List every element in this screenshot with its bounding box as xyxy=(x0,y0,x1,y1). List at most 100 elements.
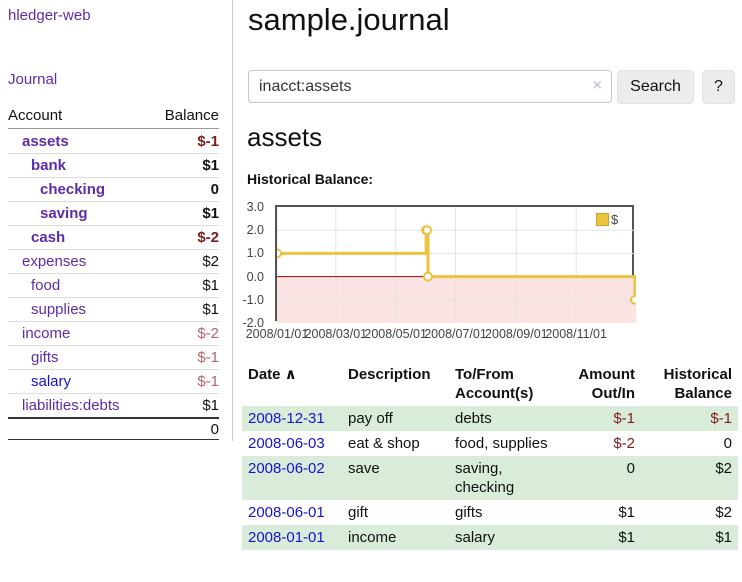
account-balance: $1 xyxy=(202,397,219,414)
register-row: 2008-01-01incomesalary$1$1 xyxy=(242,525,738,550)
account-balance: $1 xyxy=(202,301,219,318)
accounts-table: Account Balance assets $-1 bank $1 checking 0… xyxy=(8,103,219,440)
transaction-description: gift xyxy=(342,500,449,525)
transaction-amount: $1 xyxy=(564,500,641,525)
transaction-accounts: saving, checking xyxy=(449,456,564,500)
transaction-amount: $-1 xyxy=(564,406,641,431)
transaction-date-link[interactable]: 2008-06-02 xyxy=(248,460,325,477)
account-row: bank $1 xyxy=(8,153,219,177)
app-window: hledger-web Journal Account Balance asse… xyxy=(0,0,742,582)
balance-chart-plot xyxy=(277,207,636,323)
account-link[interactable]: checking xyxy=(8,181,105,198)
account-link[interactable]: supplies xyxy=(8,301,86,318)
transaction-description: eat & shop xyxy=(342,431,449,456)
register-col-date[interactable]: Date ∧ xyxy=(242,362,342,406)
transaction-balance: $2 xyxy=(641,456,738,500)
accounts-col-account: Account xyxy=(8,107,62,124)
accounts-total-value: 0 xyxy=(211,421,219,438)
page-title: sample.journal xyxy=(248,2,450,38)
y-tick-label: 3.0 xyxy=(234,199,264,215)
y-tick-label: 2.0 xyxy=(234,222,264,238)
register-row: 2008-12-31pay offdebts$-1$-1 xyxy=(242,406,738,431)
register-row: 2008-06-02 savesaving, checking0$2 xyxy=(242,456,738,500)
transaction-balance: $1 xyxy=(641,525,738,550)
search-button[interactable]: Search xyxy=(617,70,694,104)
account-link[interactable]: liabilities:debts xyxy=(8,397,120,414)
y-tick-label: 1.0 xyxy=(234,245,264,261)
account-link[interactable]: food xyxy=(8,277,60,294)
transaction-accounts: salary xyxy=(449,525,564,550)
transaction-balance: $2 xyxy=(641,500,738,525)
transaction-accounts: food, supplies xyxy=(449,431,564,456)
account-link[interactable]: salary xyxy=(8,373,71,390)
transaction-balance: $-1 xyxy=(641,406,738,431)
sidebar: hledger-web Journal Account Balance asse… xyxy=(0,0,233,441)
register-col-to-from-account-s: To/From Account(s) xyxy=(449,362,564,406)
transaction-date-cell: 2008-12-31 xyxy=(242,406,342,431)
chart-title: Historical Balance: xyxy=(247,171,373,187)
search-help-button[interactable]: ? xyxy=(702,70,735,104)
x-tick-label: 2008/11/01 xyxy=(536,327,616,341)
transaction-accounts: gifts xyxy=(449,500,564,525)
accounts-col-balance: Balance xyxy=(165,107,219,124)
balance-chart xyxy=(275,205,634,321)
legend-label: $ xyxy=(611,212,618,227)
register-row: 2008-06-01 giftgifts$1$2 xyxy=(242,500,738,525)
accounts-total-row: 0 xyxy=(8,417,219,440)
legend-swatch-icon xyxy=(596,213,609,226)
account-balance: $1 xyxy=(202,205,219,222)
chart-legend: $ xyxy=(596,212,618,227)
transaction-amount: $1 xyxy=(564,525,641,550)
transaction-amount: 0 xyxy=(564,456,641,500)
brand-link[interactable]: hledger-web xyxy=(8,7,91,24)
account-balance: $1 xyxy=(202,277,219,294)
account-row: gifts $-1 xyxy=(8,345,219,369)
transaction-date-link[interactable]: 2008-06-01 xyxy=(248,504,325,521)
register-row: 2008-06-03 eat & shopfood, supplies$-20 xyxy=(242,431,738,456)
transaction-description: save xyxy=(342,456,449,500)
sort-ascending-icon: ∧ xyxy=(281,366,297,383)
account-row: food $1 xyxy=(8,273,219,297)
account-link[interactable]: expenses xyxy=(8,253,86,270)
account-link[interactable]: cash xyxy=(8,229,65,246)
account-balance: $2 xyxy=(202,253,219,270)
account-link[interactable]: assets xyxy=(8,133,69,150)
transaction-date-link[interactable]: 2008-01-01 xyxy=(248,529,325,546)
transaction-accounts: debts xyxy=(449,406,564,431)
nav-journal-link[interactable]: Journal xyxy=(8,71,57,88)
account-row: assets $-1 xyxy=(8,129,219,153)
transaction-amount: $-2 xyxy=(564,431,641,456)
register-table: Date ∧DescriptionTo/From Account(s)Amoun… xyxy=(242,362,738,550)
account-row: cash $-2 xyxy=(8,225,219,249)
account-row: liabilities:debts $1 xyxy=(8,393,219,417)
y-tick-label: 0.0 xyxy=(234,269,264,285)
account-balance: 0 xyxy=(211,181,219,198)
account-link[interactable]: bank xyxy=(8,157,66,174)
transaction-date-cell: 2008-06-03 xyxy=(242,431,342,456)
account-balance: $1 xyxy=(202,157,219,174)
y-tick-label: -1.0 xyxy=(234,292,264,308)
account-balance: $-2 xyxy=(197,229,219,246)
account-row: income $-2 xyxy=(8,321,219,345)
account-row: supplies $1 xyxy=(8,297,219,321)
transaction-date-link[interactable]: 2008-06-03 xyxy=(248,435,325,452)
search-form: × xyxy=(248,70,612,103)
register-col-amount-out-in: Amount Out/In xyxy=(564,362,641,406)
transaction-date-link[interactable]: 2008-12-31 xyxy=(248,410,325,427)
transaction-balance: 0 xyxy=(641,431,738,456)
register-col-historical-balance: Historical Balance xyxy=(641,362,738,406)
transaction-date-cell: 2008-01-01 xyxy=(242,525,342,550)
register-col-description: Description xyxy=(342,362,449,406)
account-balance: $-1 xyxy=(197,133,219,150)
account-link[interactable]: gifts xyxy=(8,349,59,366)
clear-search-icon[interactable]: × xyxy=(593,77,602,95)
transaction-description: pay off xyxy=(342,406,449,431)
account-link[interactable]: income xyxy=(8,325,70,342)
account-balance: $-1 xyxy=(197,349,219,366)
transaction-date-cell: 2008-06-02 xyxy=(242,456,342,500)
search-input[interactable] xyxy=(249,71,611,102)
account-row: expenses $2 xyxy=(8,249,219,273)
account-balance: $-2 xyxy=(197,325,219,342)
account-link[interactable]: saving xyxy=(8,205,88,222)
account-heading: assets xyxy=(247,122,322,153)
